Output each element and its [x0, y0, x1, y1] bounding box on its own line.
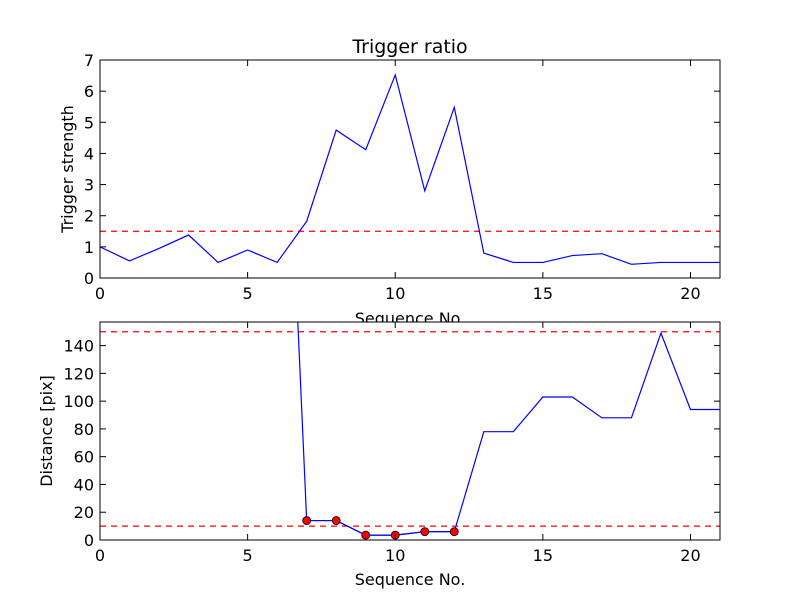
y-tick-label: 6 [84, 82, 94, 101]
plot-area [100, 322, 720, 540]
axes-frame [99, 59, 721, 279]
x-tick-label: 10 [385, 284, 405, 303]
y-tick-label: 7 [84, 51, 94, 70]
x-tick-label: 5 [243, 546, 253, 565]
plot-area [100, 73, 720, 265]
x-axis-label: Sequence No. [355, 570, 466, 589]
x-tick-label: 0 [95, 546, 105, 565]
y-tick-label: 80 [74, 420, 94, 439]
chart-title: Trigger ratio [351, 36, 467, 58]
y-tick-label: 120 [63, 364, 94, 383]
y-tick-label: 40 [74, 475, 94, 494]
x-tick-label: 0 [95, 284, 105, 303]
series-line [100, 73, 720, 265]
axes-frame [99, 321, 721, 541]
x-tick-label: 15 [533, 546, 553, 565]
y-tick-label: 1 [84, 238, 94, 257]
y-tick-label: 2 [84, 207, 94, 226]
data-point [449, 527, 459, 537]
y-tick-label: 5 [84, 113, 94, 132]
y-axis-label: Trigger strength [58, 105, 77, 234]
x-tick-label: 10 [385, 546, 405, 565]
plot-frame [100, 322, 720, 540]
data-point [420, 527, 430, 537]
plot-frame [100, 60, 720, 278]
trigger-ratio-panel: Trigger ratio Sequence No. Trigger stren… [58, 36, 721, 328]
data-point [302, 516, 312, 525]
data-point [361, 530, 371, 540]
y-tick-label: 100 [63, 392, 94, 411]
x-tick-label: 20 [680, 284, 700, 303]
y-tick-label: 4 [84, 144, 94, 163]
data-point [331, 516, 341, 525]
y-tick-label: 0 [84, 531, 94, 550]
x-tick-label: 5 [243, 284, 253, 303]
y-tick-label: 20 [74, 503, 94, 522]
x-tick-label: 20 [680, 546, 700, 565]
y-tick-label: 0 [84, 269, 94, 288]
y-tick-label: 3 [84, 176, 94, 195]
y-tick-label: 60 [74, 448, 94, 467]
x-tick-label: 15 [533, 284, 553, 303]
y-axis-label: Distance [pix] [37, 375, 56, 487]
marker-series-line [306, 519, 455, 536]
distance-panel: Sequence No. Distance [pix] 0 5 10 15 20 0 20 4… [37, 321, 721, 589]
y-tick-label: 140 [63, 337, 94, 356]
